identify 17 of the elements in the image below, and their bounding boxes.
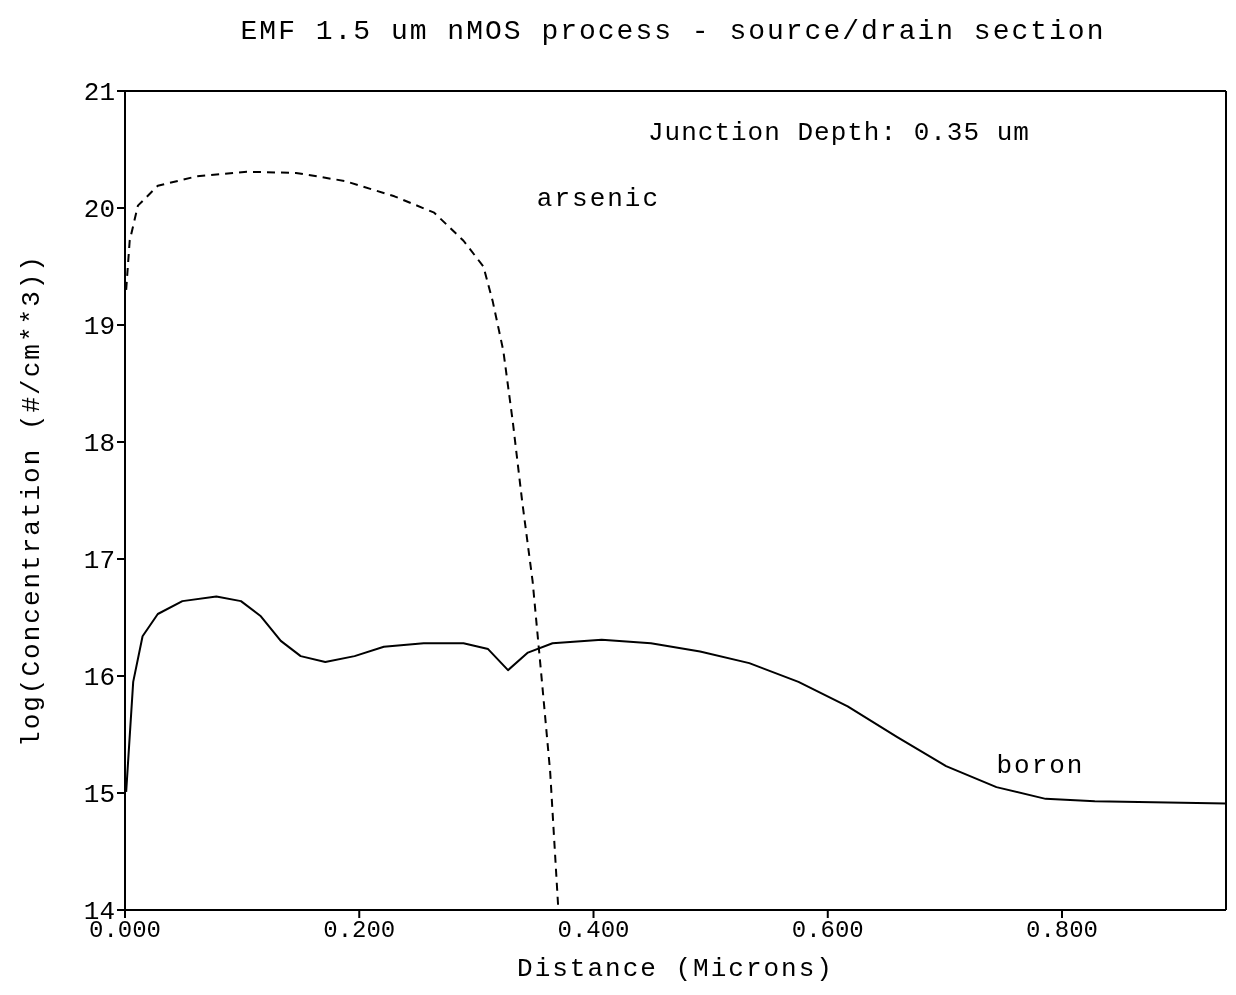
text: arsenic (536, 183, 661, 214)
y-tick-label: 21 (83, 78, 115, 109)
series-label: boron (996, 751, 1085, 782)
x-tick-label: 0.800 (1026, 917, 1099, 945)
x-tick-label: 0.600 (791, 917, 864, 945)
y-tick-label: 20 (83, 195, 115, 226)
x-tick-label: 0.200 (323, 917, 396, 945)
x-axis-title: Distance (Microns) (517, 954, 834, 984)
y-tick-label: 15 (83, 780, 115, 811)
chart-title: EMF 1.5 um nMOS process - source/drain section (239, 16, 1107, 47)
annotation: Junction Depth: 0.35 um (648, 118, 1030, 148)
y-tick-label: 18 (83, 429, 115, 460)
y-tick-label: 17 (83, 546, 115, 577)
y-axis-title: log(Concentration (#/cm**3)) (17, 254, 48, 747)
y-tick-label: 16 (83, 663, 115, 694)
y-tick-label: 19 (83, 312, 115, 343)
x-tick-label: 0.400 (557, 917, 630, 945)
